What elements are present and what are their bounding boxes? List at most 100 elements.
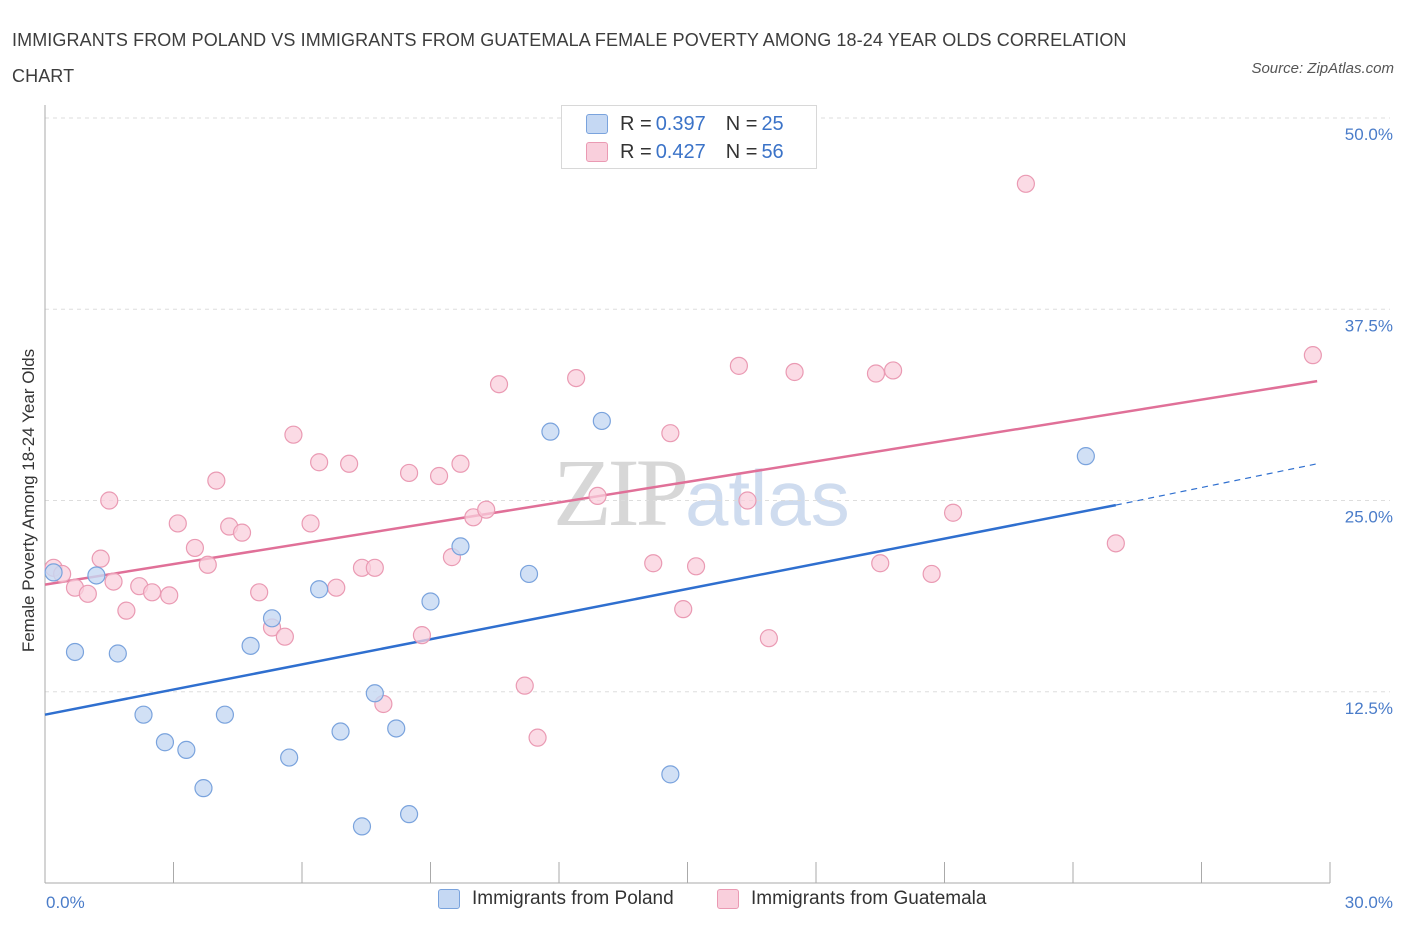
- point-guatemala: [1303, 346, 1322, 365]
- point-guatemala: [301, 514, 320, 533]
- point-poland: [592, 411, 611, 431]
- y-tick-label: 12.5%: [1345, 699, 1393, 718]
- point-poland: [215, 705, 234, 724]
- point-guatemala: [168, 514, 187, 533]
- trend-line-guatemala: [44, 379, 1318, 586]
- point-poland: [44, 563, 63, 582]
- source-label: Source: ZipAtlas.com: [1251, 60, 1394, 77]
- point-guatemala: [399, 463, 419, 483]
- point-poland: [108, 644, 127, 663]
- point-poland: [194, 779, 213, 798]
- point-guatemala: [866, 364, 886, 383]
- point-guatemala: [365, 558, 384, 577]
- point-guatemala: [1016, 174, 1035, 193]
- point-guatemala: [451, 454, 470, 473]
- point-guatemala: [142, 583, 162, 602]
- point-guatemala: [100, 491, 119, 510]
- point-poland: [65, 642, 85, 662]
- point-guatemala: [489, 375, 509, 394]
- point-guatemala: [528, 728, 547, 747]
- legend-item-poland: Immigrants from Poland: [438, 888, 674, 910]
- point-guatemala: [78, 584, 97, 603]
- point-poland: [280, 748, 299, 767]
- point-guatemala: [429, 466, 449, 486]
- y-tick-label: 50.0%: [1345, 125, 1393, 144]
- point-guatemala: [250, 583, 269, 602]
- point-guatemala: [661, 424, 680, 443]
- point-guatemala: [738, 491, 757, 510]
- legend-item-guatemala: Immigrants from Guatemala: [717, 888, 986, 910]
- point-guatemala: [117, 601, 136, 620]
- axis-labels: 12.5% 25.0% 37.5% 50.0% 0.0% 30.0% Female Pove…: [19, 125, 1393, 912]
- point-guatemala: [477, 500, 496, 519]
- trend-lines: [44, 379, 1318, 716]
- point-guatemala: [785, 362, 804, 382]
- chart-title: IMMIGRANTS FROM POLAND VS IMMIGRANTS FRO…: [12, 30, 1127, 86]
- point-poland: [352, 817, 372, 836]
- point-guatemala: [729, 356, 749, 375]
- poland-swatch: [586, 114, 608, 134]
- n-label: N =: [725, 140, 758, 163]
- n-value: 25: [761, 112, 784, 135]
- point-guatemala: [284, 425, 303, 444]
- poland-swatch: [438, 889, 460, 909]
- point-guatemala: [515, 676, 534, 695]
- point-guatemala: [232, 523, 252, 542]
- point-guatemala: [327, 578, 346, 597]
- point-poland: [134, 705, 153, 724]
- x-tick-label: 30.0%: [1345, 893, 1393, 912]
- point-guatemala: [198, 555, 217, 574]
- point-guatemala: [310, 453, 329, 472]
- point-guatemala: [207, 471, 226, 490]
- r-label: R =: [620, 112, 652, 135]
- point-poland: [310, 580, 329, 599]
- point-guatemala: [412, 626, 432, 645]
- stats-legend-row-poland: R = 0.397 N = 25: [586, 111, 784, 137]
- point-guatemala: [588, 486, 607, 506]
- point-guatemala: [1106, 534, 1125, 553]
- r-value: 0.397: [655, 112, 706, 135]
- point-poland: [541, 422, 560, 441]
- point-guatemala: [185, 538, 205, 558]
- point-guatemala: [275, 627, 294, 646]
- point-poland: [421, 592, 440, 611]
- point-guatemala: [922, 564, 941, 584]
- r-label: R =: [620, 140, 652, 163]
- point-poland: [262, 609, 282, 628]
- point-poland: [177, 740, 196, 759]
- grid-lines: [45, 117, 1390, 693]
- n-value: 56: [761, 140, 784, 163]
- point-guatemala: [567, 369, 586, 388]
- point-poland: [661, 765, 680, 784]
- trend-line-poland-extension: [1115, 463, 1318, 506]
- stats-legend-row-guatemala: R = 0.427 N = 56: [586, 139, 784, 165]
- stats-legend: R = 0.397 N = 25 R = 0.427 N = 56: [561, 105, 817, 169]
- point-poland: [365, 684, 384, 703]
- point-poland: [519, 564, 539, 584]
- point-guatemala: [340, 454, 359, 473]
- axes: [44, 105, 1331, 884]
- legend-label-guatemala: Immigrants from Guatemala: [751, 888, 987, 909]
- point-guatemala: [871, 554, 890, 573]
- point-poland: [87, 566, 106, 585]
- y-tick-label: 25.0%: [1345, 508, 1393, 527]
- y-tick-label: 37.5%: [1345, 316, 1393, 335]
- point-guatemala: [674, 600, 693, 619]
- point-guatemala: [644, 554, 663, 573]
- x-tick-label: 0.0%: [46, 893, 85, 912]
- point-guatemala: [759, 629, 778, 648]
- point-poland: [155, 733, 175, 752]
- r-value: 0.427: [655, 140, 706, 163]
- point-guatemala: [686, 557, 706, 576]
- n-label: N =: [725, 112, 758, 135]
- point-guatemala: [883, 361, 903, 380]
- point-poland: [331, 722, 350, 741]
- trend-line-poland: [44, 503, 1117, 716]
- point-poland: [1076, 447, 1095, 466]
- guatemala-swatch: [586, 142, 608, 162]
- point-guatemala: [104, 572, 123, 591]
- point-poland: [241, 636, 260, 655]
- point-poland: [451, 537, 470, 556]
- y-axis-label: Female Poverty Among 18-24 Year Olds: [19, 349, 38, 652]
